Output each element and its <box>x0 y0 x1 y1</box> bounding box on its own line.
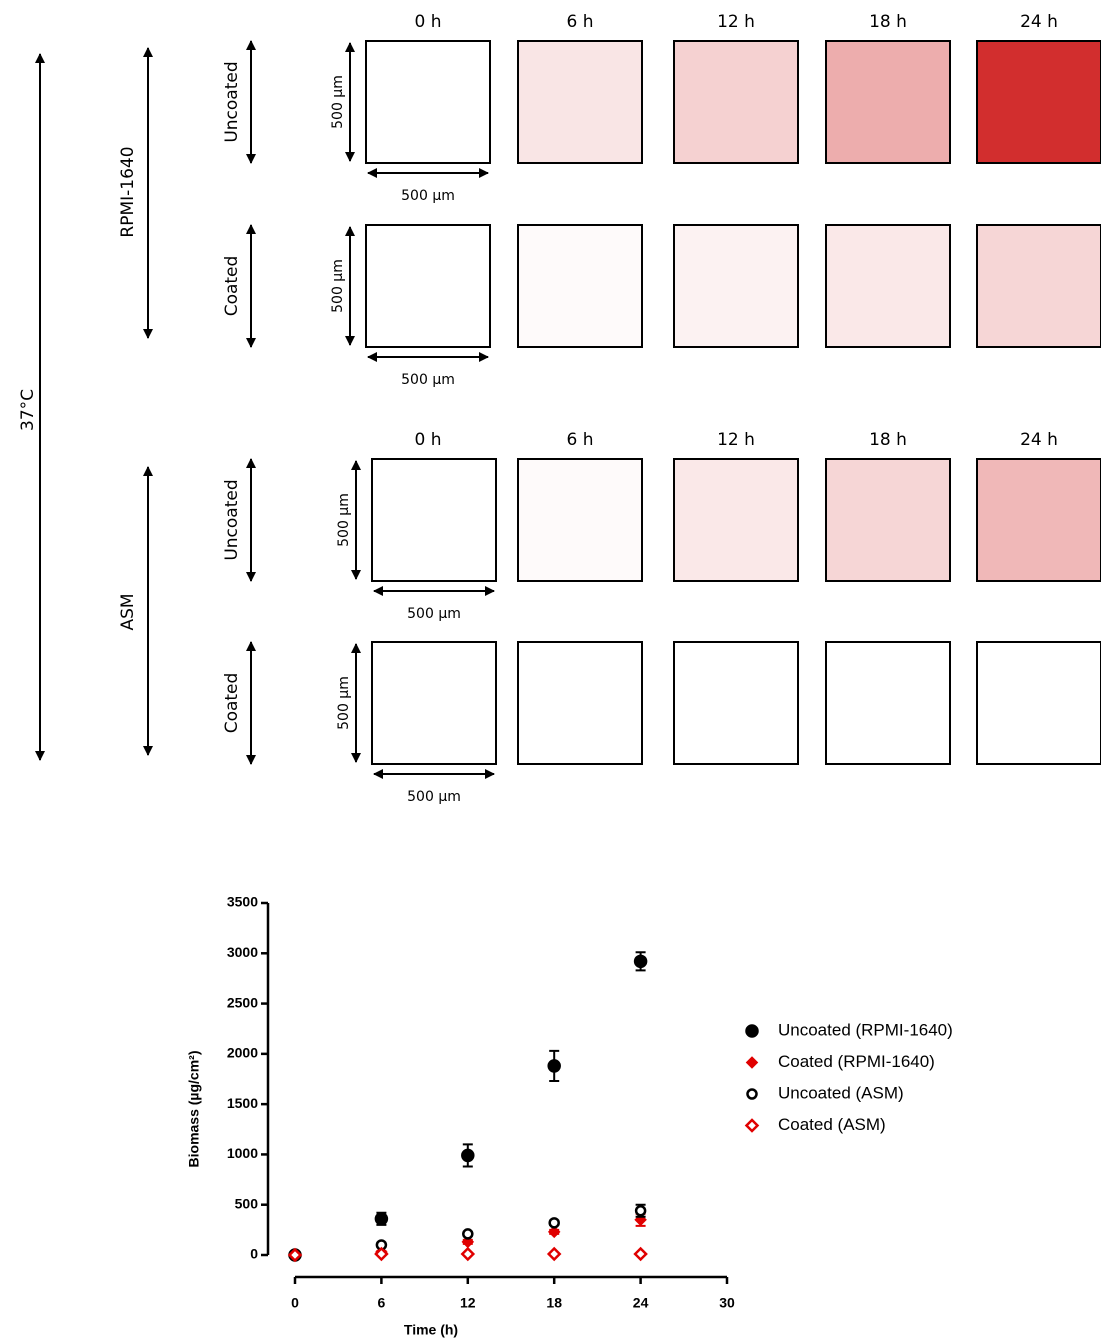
micrograph <box>517 40 643 164</box>
time-label: 12 h <box>717 12 755 32</box>
micrograph <box>673 40 799 164</box>
scale-label: 500 µm <box>330 259 346 313</box>
x-tick-label: 6 <box>378 1295 386 1311</box>
time-label: 0 h <box>415 12 442 32</box>
medium-label: ASM <box>118 593 138 630</box>
marker <box>461 1148 475 1163</box>
marker <box>547 1059 561 1073</box>
micrograph <box>673 641 799 765</box>
micrograph <box>517 641 643 765</box>
marker <box>287 1247 303 1263</box>
y-tick-label: 2000 <box>227 1045 258 1061</box>
micrograph <box>371 641 497 765</box>
y-tick-label: 3000 <box>227 944 258 960</box>
micrograph <box>976 224 1101 348</box>
marker <box>633 1246 648 1262</box>
scale-label: 500 µm <box>401 372 455 388</box>
medium-label: RPMI-1640 <box>118 146 138 237</box>
micrograph <box>673 458 799 582</box>
scale-label: 500 µm <box>330 75 346 129</box>
micrograph <box>517 224 643 348</box>
y-tick-label: 2500 <box>227 994 258 1010</box>
time-label: 6 h <box>567 430 594 450</box>
micrograph <box>517 458 643 582</box>
time-label: 18 h <box>869 12 907 32</box>
marker <box>744 1118 760 1133</box>
row-label: Coated <box>222 673 242 734</box>
marker <box>462 1228 474 1240</box>
row-label: Uncoated <box>222 479 242 560</box>
time-label: 18 h <box>869 430 907 450</box>
micrograph <box>976 458 1101 582</box>
marker <box>634 1204 647 1217</box>
x-tick-label: 12 <box>460 1295 476 1311</box>
scale-label: 500 µm <box>407 789 461 805</box>
legend-label: Uncoated (RPMI-1640) <box>778 1020 953 1039</box>
scale-label: 500 µm <box>336 493 352 547</box>
scale-label: 500 µm <box>407 606 461 622</box>
micrograph <box>825 641 951 765</box>
row-label: Uncoated <box>222 61 242 142</box>
time-label: 24 h <box>1020 12 1058 32</box>
y-tick-label: 1000 <box>227 1145 258 1161</box>
time-label: 0 h <box>415 430 442 450</box>
time-label: 12 h <box>717 430 755 450</box>
micrograph <box>365 40 491 164</box>
row-label: Coated <box>222 256 242 317</box>
temperature-label: 37°C <box>18 389 38 431</box>
marker <box>745 1024 759 1038</box>
scale-label: 500 µm <box>401 188 455 204</box>
x-axis-label: Time (h) <box>404 1322 458 1338</box>
micrograph <box>673 224 799 348</box>
marker <box>548 1217 560 1229</box>
micrograph <box>976 641 1101 765</box>
marker <box>461 1235 475 1249</box>
marker <box>374 1212 389 1226</box>
y-axis-label: Biomass (µg/cm²) <box>186 1051 202 1168</box>
scale-label: 500 µm <box>336 676 352 730</box>
micrograph <box>825 40 951 164</box>
micrograph <box>825 224 951 348</box>
micrograph <box>976 40 1101 164</box>
marker <box>374 1246 389 1262</box>
micrograph <box>365 224 491 348</box>
y-tick-label: 3500 <box>227 894 258 910</box>
y-tick-label: 0 <box>250 1246 258 1262</box>
y-tick-label: 1500 <box>227 1095 258 1111</box>
micrograph <box>371 458 497 582</box>
marker <box>460 1246 476 1262</box>
marker <box>746 1088 758 1100</box>
legend-label: Uncoated (ASM) <box>778 1083 904 1102</box>
marker <box>745 1056 759 1069</box>
x-tick-label: 24 <box>633 1295 649 1311</box>
micrograph <box>825 458 951 582</box>
x-tick-label: 30 <box>719 1295 735 1311</box>
x-tick-label: 18 <box>546 1295 562 1311</box>
marker <box>547 1225 561 1239</box>
marker <box>546 1246 562 1262</box>
marker <box>633 954 648 969</box>
time-label: 24 h <box>1020 430 1058 450</box>
x-tick-label: 0 <box>291 1295 299 1311</box>
y-tick-label: 500 <box>235 1195 259 1211</box>
legend-label: Coated (ASM) <box>778 1115 886 1134</box>
time-label: 6 h <box>567 12 594 32</box>
legend-label: Coated (RPMI-1640) <box>778 1052 935 1071</box>
